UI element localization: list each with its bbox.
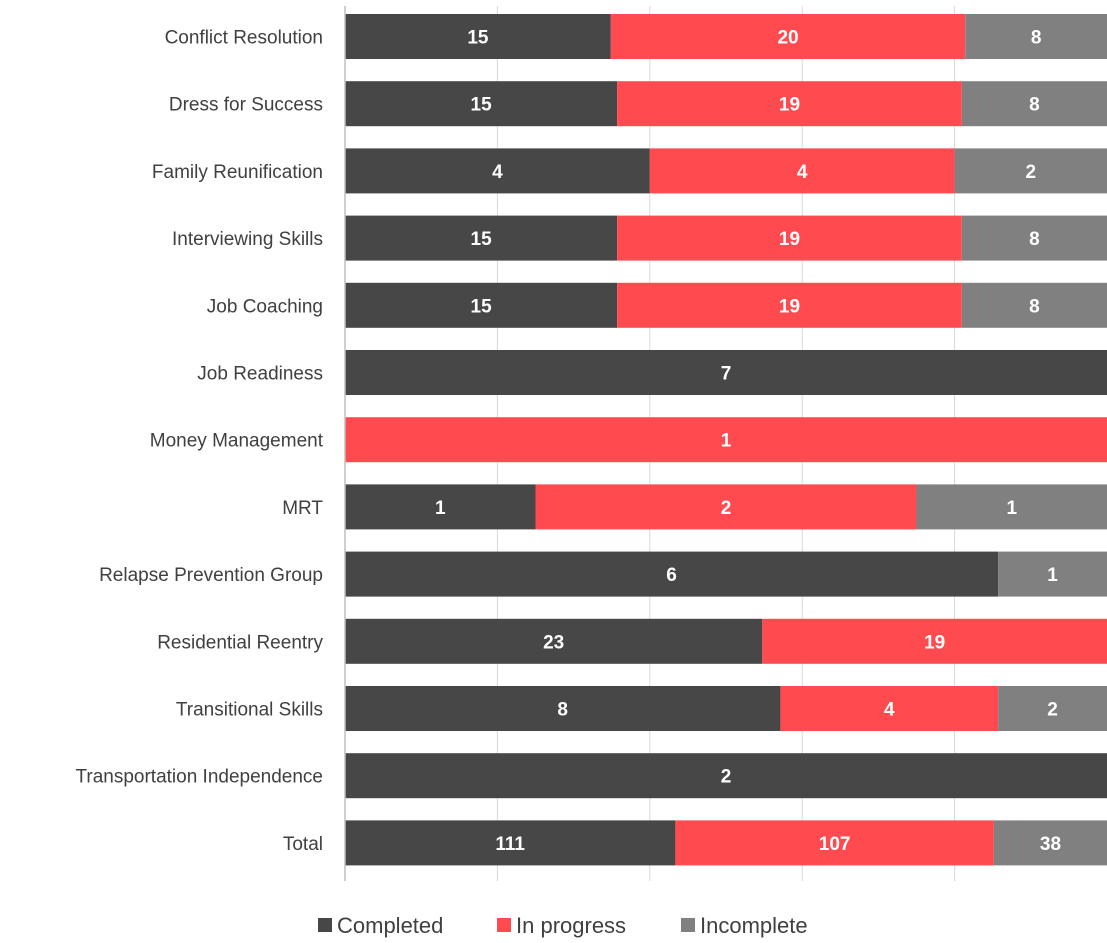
data-label: 19 — [924, 632, 945, 653]
bar-segment-completed — [345, 14, 611, 59]
category-label: Money Management — [150, 431, 324, 452]
category-label: Job Readiness — [197, 364, 323, 385]
data-label: 2 — [1047, 700, 1058, 721]
data-label: 8 — [1029, 229, 1040, 250]
bar-segment-in-progress — [535, 484, 917, 530]
bar-segment-incomplete — [916, 484, 1107, 530]
category-label: Conflict Resolution — [165, 28, 323, 49]
bar-segment-incomplete — [998, 551, 1107, 597]
bar-segment-in-progress — [617, 282, 962, 328]
bar-segment-incomplete — [961, 81, 1107, 127]
data-label: 4 — [884, 700, 895, 721]
bar-segment-completed — [345, 484, 536, 530]
bar-segment-completed — [345, 686, 781, 731]
category-label: Job Coaching — [207, 296, 323, 317]
legend-label-in-progress: In progress — [516, 913, 626, 938]
data-label: 2 — [1026, 162, 1037, 183]
data-label: 38 — [1040, 834, 1061, 855]
data-label: 23 — [543, 632, 564, 653]
legend-swatch-incomplete — [681, 918, 695, 932]
bar-segment-in-progress — [610, 14, 966, 59]
data-label: 19 — [779, 296, 800, 317]
data-label: 7 — [721, 364, 732, 385]
bar-segment-in-progress — [617, 215, 962, 261]
category-label: Transitional Skills — [176, 700, 323, 721]
legend-label-incomplete: Incomplete — [700, 913, 808, 938]
bar-segment-in-progress — [675, 820, 994, 866]
data-label: 2 — [721, 767, 732, 788]
category-label: MRT — [282, 498, 323, 519]
bar-segment-incomplete — [965, 14, 1107, 59]
data-label: 8 — [1031, 28, 1042, 49]
data-label: 1 — [435, 498, 446, 519]
bar-segment-incomplete — [998, 686, 1107, 731]
data-label: 15 — [471, 229, 493, 250]
data-label: 8 — [1029, 296, 1040, 317]
data-label: 6 — [666, 565, 677, 586]
category-label: Dress for Success — [169, 95, 323, 116]
bar-segment-incomplete — [961, 215, 1107, 261]
bar-segment-completed — [345, 215, 618, 261]
data-label: 19 — [779, 95, 800, 116]
data-label: 19 — [779, 229, 800, 250]
category-label: Transportation Independence — [75, 767, 323, 788]
data-label: 8 — [1029, 95, 1040, 116]
bar-segment-completed — [345, 753, 1107, 799]
data-label: 15 — [471, 296, 493, 317]
data-label: 107 — [819, 834, 851, 855]
data-label: 15 — [471, 95, 493, 116]
legend-label-completed: Completed — [337, 913, 443, 938]
data-label: 15 — [467, 28, 489, 49]
bar-segment-incomplete — [961, 282, 1107, 328]
category-labels: Conflict Resolution Dress for Success Fami… — [75, 28, 323, 855]
bar-segment-completed — [345, 551, 999, 597]
bar-segment-incomplete — [954, 148, 1107, 194]
bar-segment-in-progress — [762, 618, 1107, 664]
bar-segment-incomplete — [993, 820, 1107, 866]
category-label: Residential Reentry — [157, 632, 323, 653]
data-label: 4 — [797, 162, 808, 183]
data-label: 4 — [492, 162, 503, 183]
bar-segment-completed — [345, 148, 650, 194]
bar-segment-in-progress — [617, 81, 962, 127]
bar-segment-completed — [345, 81, 618, 127]
data-label: 2 — [721, 498, 732, 519]
data-label: 1 — [1006, 498, 1017, 519]
category-label: Family Reunification — [152, 162, 323, 183]
bar-segment-completed — [345, 350, 1107, 395]
data-label: 1 — [721, 431, 732, 452]
data-label: 8 — [557, 700, 568, 721]
legend-swatch-in-progress — [497, 918, 511, 932]
bars: 15 20 8 15 19 8 4 4 2 15 19 8 15 19 8 7 1 1 2 1 6 1 23 19 8 4 2 2 11… — [345, 14, 1107, 866]
bar-segment-completed — [345, 618, 763, 664]
data-label: 20 — [777, 28, 798, 49]
bar-segment-in-progress — [345, 417, 1107, 463]
category-label: Interviewing Skills — [172, 229, 323, 250]
bar-segment-in-progress — [649, 148, 955, 194]
bar-segment-in-progress — [780, 686, 999, 731]
data-label: 1 — [1047, 565, 1058, 586]
legend: Completed In progress Incomplete — [318, 913, 808, 938]
category-label: Relapse Prevention Group — [99, 565, 323, 586]
data-label: 111 — [495, 834, 525, 855]
bar-segment-completed — [345, 820, 676, 866]
bar-segment-completed — [345, 282, 618, 328]
legend-swatch-completed — [318, 918, 332, 932]
category-label: Total — [283, 834, 323, 855]
